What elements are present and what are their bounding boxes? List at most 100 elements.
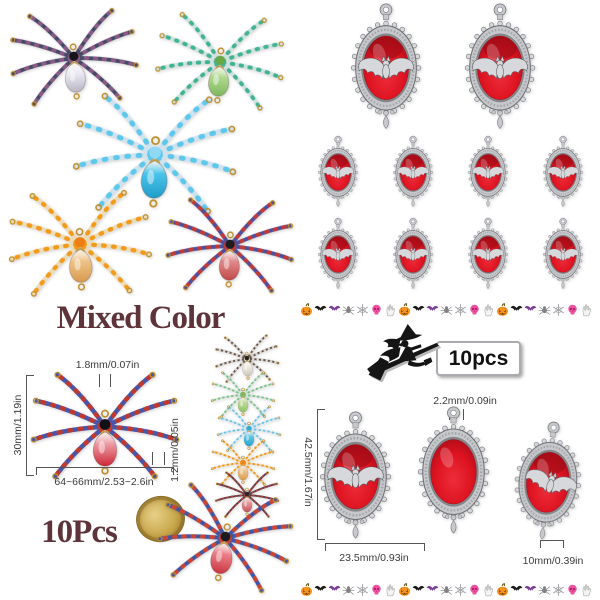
coin-scale-spider-graphic bbox=[143, 470, 307, 600]
skeleton-hand-icon bbox=[582, 304, 591, 317]
dim-top-wire-bracket bbox=[99, 374, 111, 387]
skull-icon bbox=[470, 304, 479, 315]
dim-width: 64~66mm/2.53~2.6in bbox=[54, 476, 154, 488]
bat-cameo-pendant bbox=[542, 135, 584, 208]
halloween-border-strip bbox=[300, 581, 600, 599]
mixed-color-title: Mixed Color bbox=[56, 300, 226, 336]
skeleton-hand-icon bbox=[386, 584, 395, 597]
black-bat-icon bbox=[510, 305, 523, 312]
green-spider-graphic bbox=[155, 11, 284, 111]
bat-cameo-pendant-graphic bbox=[543, 217, 583, 290]
dim-pendant-side: 10mm/0.39in bbox=[522, 555, 584, 567]
bat-cameo-pendant bbox=[317, 217, 359, 290]
small-blue-spider-graphic bbox=[216, 405, 282, 452]
bat-cameo-pendant-graphic bbox=[318, 217, 358, 290]
bat-cameo-pendant-graphic bbox=[393, 217, 433, 290]
black-bat-icon bbox=[314, 305, 327, 312]
pumpkin-icon bbox=[398, 583, 411, 596]
beaded-spider-charm bbox=[0, 181, 160, 309]
count-badge-label: 10pcs bbox=[448, 346, 509, 370]
purple-bat-icon bbox=[328, 585, 341, 592]
pendant-side-view bbox=[507, 417, 589, 545]
web-icon bbox=[553, 584, 564, 596]
skull-icon bbox=[372, 584, 381, 595]
bat-cameo-pendant-graphic bbox=[514, 421, 582, 540]
web-icon bbox=[553, 304, 564, 316]
bat-cameo-pendant-graphic bbox=[468, 217, 508, 290]
dim-height: 30mm/1.19in bbox=[12, 394, 24, 456]
small-spider bbox=[208, 436, 278, 491]
small-spider bbox=[214, 402, 284, 457]
bat-cameo-pendant-graphic bbox=[350, 3, 422, 129]
bat-cameo-pendant-graphic bbox=[543, 135, 583, 208]
spider-icon bbox=[440, 586, 453, 595]
blue-spider-graphic bbox=[72, 92, 237, 215]
pendant-front-view bbox=[318, 410, 393, 541]
spider-icon bbox=[440, 306, 453, 315]
black-iridescent-spider-graphic bbox=[10, 7, 139, 107]
measured-spider-graphic bbox=[24, 364, 186, 491]
count-badge: 10pcs bbox=[436, 341, 521, 376]
bat-cameo-pendant bbox=[392, 217, 434, 290]
dim-pendant-side-line bbox=[540, 540, 564, 548]
pendant-dimensions-section: 2.2mm/0.09in bbox=[300, 380, 600, 600]
pumpkin-icon bbox=[496, 583, 509, 596]
small-green-spider-graphic bbox=[210, 371, 276, 418]
small-spider bbox=[212, 468, 282, 523]
black-bat-icon bbox=[412, 305, 425, 312]
spider-icon bbox=[342, 586, 355, 595]
bat-cameo-pendant-graphic bbox=[393, 135, 433, 208]
bat-cameo-pendant-graphic bbox=[318, 135, 358, 208]
web-icon bbox=[357, 584, 368, 596]
spider-icon bbox=[538, 306, 551, 315]
bat-cameo-pendant-graphic bbox=[468, 135, 508, 208]
dim-pendant-height: 42.5mm/1.67in bbox=[302, 437, 314, 507]
black-bat-icon bbox=[510, 585, 523, 592]
dim-hole: 2.2mm/0.09in bbox=[433, 395, 497, 407]
measured-spider-graphic bbox=[30, 371, 180, 480]
black-bat-icon bbox=[314, 585, 327, 592]
dim-side-wire-bracket bbox=[152, 452, 165, 465]
coin-scale-spider-graphic bbox=[157, 482, 294, 594]
small-darkred-spider-graphic bbox=[214, 471, 280, 518]
beaded-spider-charm bbox=[146, 3, 293, 123]
spider-icon bbox=[538, 586, 551, 595]
beaded-spider-charm bbox=[0, 0, 147, 119]
skeleton-hand-icon bbox=[582, 584, 591, 597]
bat-cameo-pendant-large bbox=[463, 2, 537, 131]
bat-cameo-pendant bbox=[467, 217, 509, 290]
beaded-spider-charm bbox=[64, 83, 247, 229]
beaded-spider-charm bbox=[158, 190, 302, 305]
spider-icon bbox=[342, 306, 355, 315]
dim-width-line bbox=[36, 467, 174, 475]
skull-icon bbox=[568, 584, 577, 595]
dim-pendant-height-line bbox=[317, 409, 325, 540]
small-black-spider-graphic bbox=[215, 334, 280, 383]
dim-pendant-width: 23.5mm/0.93in bbox=[339, 552, 409, 564]
purple-bat-icon bbox=[426, 585, 439, 592]
bat-cameo-pendant bbox=[317, 135, 359, 208]
orange-spider-graphic bbox=[8, 189, 152, 297]
bat-cameo-pendant bbox=[467, 135, 509, 208]
dim-height-line bbox=[26, 375, 34, 476]
small-spider bbox=[211, 330, 284, 389]
bat-cameo-pendant-large bbox=[349, 2, 423, 131]
black-bat-icon bbox=[412, 585, 425, 592]
pumpkin-icon bbox=[398, 303, 411, 316]
purple-bat-icon bbox=[328, 305, 341, 312]
halloween-border-strip bbox=[300, 301, 600, 319]
bat-cameo-pendant bbox=[392, 135, 434, 208]
pendants-photo-section bbox=[300, 0, 600, 390]
pumpkin-icon bbox=[496, 303, 509, 316]
bat-cameo-pendant-graphic bbox=[417, 406, 490, 534]
purple-bat-icon bbox=[524, 585, 537, 592]
purple-bat-icon bbox=[524, 305, 537, 312]
bat-cameo-pendant bbox=[542, 217, 584, 290]
bat-cameo-pendant-graphic bbox=[464, 3, 536, 129]
skull-icon bbox=[470, 584, 479, 595]
pieces-count-label: 10Pcs bbox=[41, 514, 118, 550]
pumpkin-icon bbox=[300, 583, 313, 596]
skeleton-hand-icon bbox=[484, 304, 493, 317]
dim-pendant-width-line bbox=[325, 543, 425, 551]
